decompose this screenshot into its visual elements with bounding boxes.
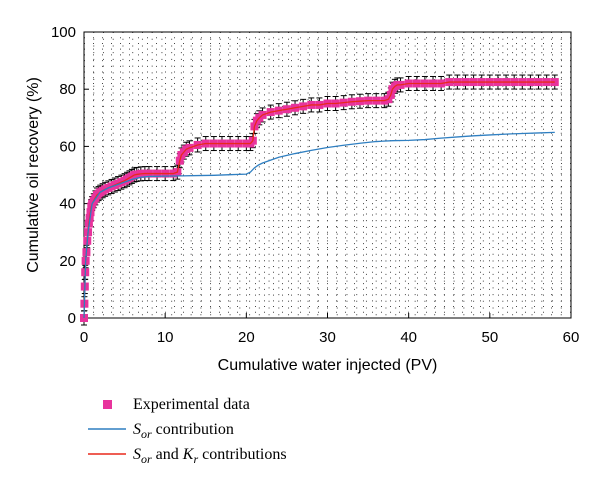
x-tick-label: 30: [319, 329, 336, 346]
x-tick-label: 40: [400, 329, 417, 346]
legend-entry-experimental: Experimental data: [103, 396, 250, 413]
y-tick-label: 100: [51, 24, 76, 41]
x-tick-label: 50: [481, 329, 498, 346]
legend: Experimental data Sor contribution Sor and…: [88, 396, 287, 466]
x-tick-label: 20: [238, 329, 255, 346]
x-tick-label: 60: [563, 329, 580, 346]
x-axis-title: Cumulative water injected (PV): [218, 357, 438, 374]
x-tick-label: 10: [157, 329, 174, 346]
x-tick-label: 0: [80, 329, 88, 346]
legend-entry-sor-kr: Sor and Kr contributions: [88, 446, 287, 466]
chart-marks: [80, 74, 559, 326]
legend-entry-sor: Sor contribution: [88, 421, 234, 441]
legend-label: Sor contribution: [133, 421, 234, 441]
series-line-sor: [83, 131, 555, 319]
axis-ticks: 0 10 20 30 40 50 60 0 20 40 60 80 100: [51, 24, 579, 346]
series-line-sor-kr: [83, 81, 555, 319]
y-tick-label: 0: [68, 310, 76, 327]
y-axis-title: Cumulative oil recovery (%): [25, 77, 42, 273]
y-tick-label: 80: [59, 81, 76, 98]
legend-label: Sor and Kr contributions: [133, 446, 287, 466]
y-tick-label: 60: [59, 138, 76, 155]
legend-marker: [103, 400, 112, 409]
y-tick-label: 20: [59, 253, 76, 270]
y-tick-label: 40: [59, 196, 76, 213]
legend-label: Experimental data: [133, 396, 250, 413]
grid-dots: [83, 31, 571, 319]
